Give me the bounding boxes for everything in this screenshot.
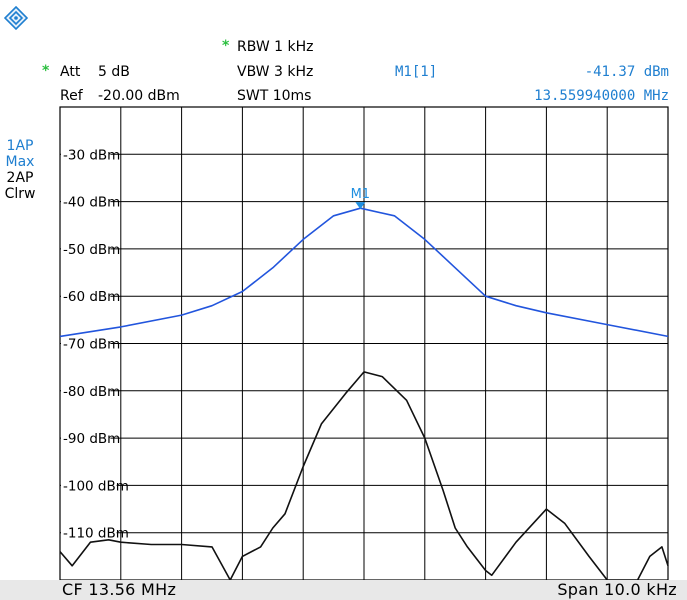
rohde-schwarz-logo (4, 6, 28, 30)
span: Span 10.0 kHz (557, 580, 677, 599)
y-tick-label: -80 dBm (63, 384, 120, 400)
y-tick-label-bg (61, 193, 111, 210)
y-tick-label-bg (61, 524, 117, 541)
y-tick-label: -30 dBm (63, 147, 120, 163)
ref-label: Ref (60, 88, 83, 104)
ref-value: -20.00 dBm (98, 88, 180, 104)
y-tick-label: -70 dBm (63, 337, 120, 353)
marker-frequency: 13.559940000 MHz (534, 88, 669, 104)
marker-m1-label: M1 (351, 187, 371, 202)
y-tick-label-bg (61, 382, 111, 399)
vbw-label: VBW 3 kHz (237, 64, 314, 80)
marker-m1-triangle (355, 202, 366, 210)
att-value: 5 dB (98, 64, 130, 80)
y-tick-label-bg (61, 288, 111, 305)
y-tick-label-bg (61, 430, 111, 447)
marker-level: -41.37 dBm (584, 64, 669, 80)
y-tick-label: -100 dBm (63, 478, 129, 494)
center-frequency: CF 13.56 MHz (62, 580, 177, 599)
trace2-name: 2AP (6, 170, 34, 186)
footer-bar (0, 580, 687, 600)
att-label: Att (60, 64, 81, 80)
y-tick-label: -50 dBm (63, 242, 120, 258)
trace-2ap (59, 371, 669, 581)
y-tick-label: -90 dBm (63, 431, 120, 447)
rbw-label: RBW 1 kHz (237, 39, 314, 55)
y-tick-label: -40 dBm (63, 195, 120, 211)
marker-id: M1[1] (395, 64, 438, 80)
y-tick-label-bg (61, 146, 111, 163)
y-tick-label: -110 dBm (63, 526, 129, 542)
rbw-coupled-star: * (222, 38, 230, 54)
att-coupled-star: * (42, 63, 50, 79)
y-tick-label: -60 dBm (63, 289, 120, 305)
y-tick-label-bg (61, 477, 117, 494)
y-tick-label-bg (61, 335, 111, 352)
trace-labels: 1AP Max 2AP Clrw (2, 138, 38, 202)
swt-label: SWT 10ms (237, 88, 312, 104)
trace1-mode: Max (5, 154, 35, 170)
trace2-mode: Clrw (4, 186, 36, 202)
trace1-name: 1AP (6, 138, 34, 154)
y-tick-label-bg (61, 240, 111, 257)
